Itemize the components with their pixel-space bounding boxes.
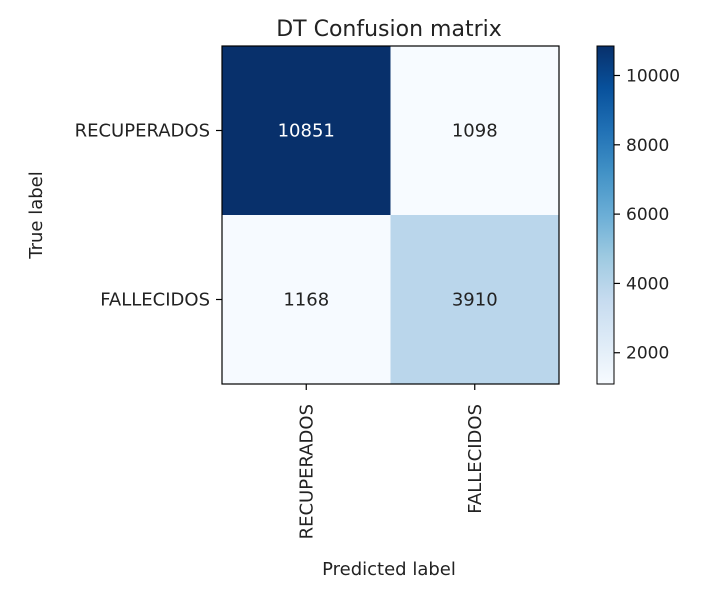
y-tick-label: FALLECIDOS bbox=[100, 290, 210, 311]
x-tick-label: RECUPERADOS bbox=[296, 404, 317, 539]
colorbar-tick-label: 8000 bbox=[626, 136, 669, 156]
chart-title: DT Confusion matrix bbox=[276, 17, 502, 42]
x-axis-ticks: RECUPERADOS FALLECIDOS bbox=[296, 384, 486, 539]
cell-value-r1-c1: 3910 bbox=[452, 290, 498, 311]
heatmap-cells bbox=[222, 46, 559, 384]
colorbar-tick-label: 6000 bbox=[626, 205, 669, 225]
colorbar bbox=[596, 45, 615, 385]
plot-frame bbox=[221, 45, 560, 385]
colorbar-tick-label: 2000 bbox=[626, 344, 669, 364]
y-axis-label: True label bbox=[26, 171, 47, 260]
cell-value-r0-c1: 1098 bbox=[452, 121, 498, 142]
x-tick-label: FALLECIDOS bbox=[465, 404, 486, 514]
y-axis-ticks: RECUPERADOS FALLECIDOS bbox=[75, 121, 222, 311]
x-axis-label: Predicted label bbox=[322, 559, 456, 580]
heatmap-cell-r0-c1 bbox=[390, 46, 559, 215]
cell-value-r0-c0: 10851 bbox=[278, 121, 335, 142]
heatmap-cell-r0-c0 bbox=[222, 46, 391, 215]
colorbar-tick-label: 10000 bbox=[626, 66, 680, 86]
heatmap-cell-r1-c1 bbox=[390, 215, 559, 384]
cell-value-r1-c0: 1168 bbox=[283, 290, 329, 311]
colorbar-ticks: 2000 4000 6000 8000 10000 bbox=[614, 66, 680, 364]
y-tick-label: RECUPERADOS bbox=[75, 121, 210, 142]
cell-value-labels: 10851 1098 1168 3910 bbox=[278, 121, 498, 311]
heatmap-cell-r1-c0 bbox=[222, 215, 391, 384]
colorbar-tick-label: 4000 bbox=[626, 274, 669, 294]
